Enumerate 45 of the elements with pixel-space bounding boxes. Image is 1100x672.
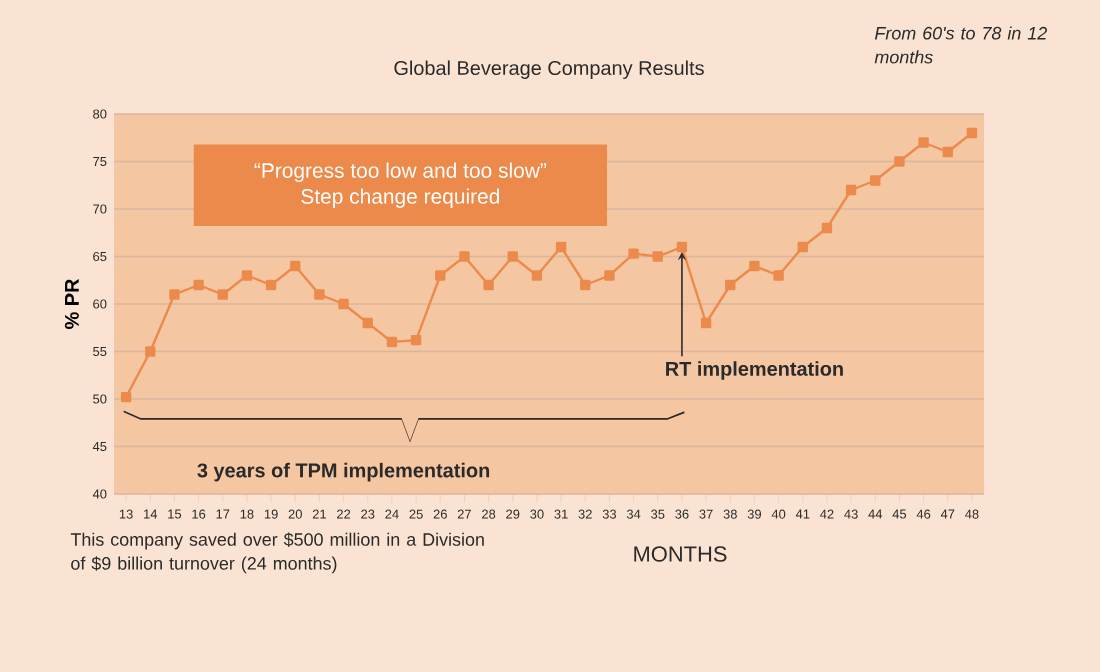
point <box>120 391 132 403</box>
point <box>410 334 422 346</box>
y-axis-title: % PR <box>64 278 79 329</box>
text: From 60's to 78 in 12 months <box>874 26 1047 64</box>
annotation: 3 years of TPM implementation <box>197 462 490 482</box>
point <box>338 298 349 310</box>
point <box>531 270 543 281</box>
point <box>507 251 518 262</box>
chart-title: Global Beverage Company Results <box>394 60 704 79</box>
point <box>894 156 905 167</box>
annotation: “Progress too low and too slow” <box>254 162 547 183</box>
annotation: Step change required <box>301 188 500 208</box>
point <box>942 146 953 158</box>
point <box>652 251 663 262</box>
point <box>749 260 760 272</box>
point <box>604 270 615 281</box>
point <box>700 317 712 329</box>
point <box>217 289 228 300</box>
point <box>314 289 325 300</box>
point <box>966 127 978 139</box>
annotation: RT implementation <box>666 361 843 380</box>
point <box>193 279 204 291</box>
point <box>435 270 446 281</box>
point <box>555 241 567 253</box>
point <box>918 137 929 148</box>
point <box>821 222 833 234</box>
point <box>580 279 591 291</box>
point <box>845 184 857 196</box>
x-axis-title: MONTHS <box>634 546 727 562</box>
point <box>386 336 398 348</box>
point <box>169 289 180 300</box>
point <box>870 175 881 186</box>
point <box>241 270 253 281</box>
point <box>676 241 688 253</box>
text: This company saved over $500 million in a Division of $9 billion turnover (24 months) <box>70 532 484 574</box>
point <box>773 270 784 281</box>
point <box>797 241 808 253</box>
point <box>725 279 736 291</box>
point <box>362 317 373 329</box>
point <box>145 346 156 357</box>
point <box>459 251 470 262</box>
point <box>290 260 301 272</box>
point <box>628 248 639 259</box>
point <box>265 279 277 291</box>
point <box>483 279 494 291</box>
